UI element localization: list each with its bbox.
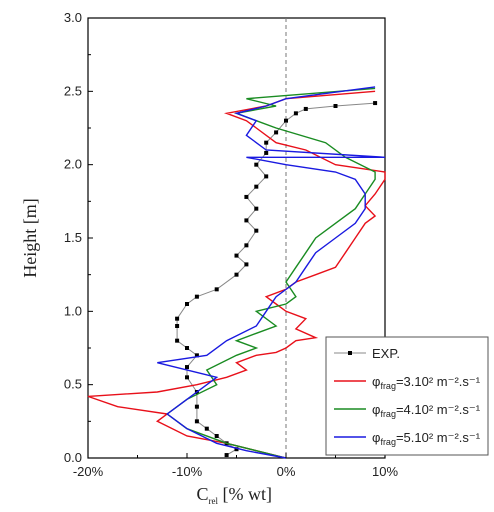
- axis-ticks: -20% -10% 0% 10% 0.0 0.5 1.0 1.5 2.0 2.5 3.0: [64, 10, 399, 479]
- exp-point: [264, 174, 269, 179]
- exp-point: [284, 118, 288, 123]
- exp-point: [194, 419, 199, 424]
- exp-point: [194, 294, 199, 299]
- exp-point: [264, 150, 269, 155]
- exp-point: [254, 206, 259, 211]
- y-tick-label: 1.5: [64, 230, 82, 245]
- exp-point: [293, 111, 298, 116]
- exp-point: [244, 243, 249, 248]
- y-tick-label: 1.0: [64, 303, 82, 318]
- exp-point: [175, 338, 180, 343]
- exp-point: [254, 184, 259, 189]
- exp-point: [214, 434, 219, 438]
- y-tick-label: 2.5: [64, 83, 82, 98]
- x-tick-label: -20%: [73, 464, 104, 479]
- x-axis-title-unit: [% wt]: [218, 484, 272, 504]
- x-tick-label: 10%: [372, 464, 398, 479]
- legend-box: [325, 336, 489, 456]
- y-tick-label: 0.0: [64, 450, 82, 465]
- series-group: [87, 86, 386, 459]
- y-axis-title: Height [m]: [20, 198, 40, 277]
- exp-point: [234, 447, 239, 452]
- exp-point: [175, 324, 180, 328]
- exp-point: [194, 404, 199, 409]
- exp-point: [185, 365, 189, 370]
- series-line-3: [157, 86, 386, 459]
- exp-point: [333, 104, 338, 108]
- legend-label-2: φfrag=4.10² m⁻².s⁻¹: [372, 402, 481, 419]
- exp-point: [214, 287, 219, 292]
- exp-point: [234, 253, 239, 258]
- exp-point: [244, 218, 249, 223]
- legend-label-0: EXP.: [372, 346, 400, 361]
- exp-point: [185, 346, 189, 350]
- exp-point: [254, 162, 259, 167]
- y-tick-label: 0.5: [64, 377, 82, 392]
- y-tick-label: 3.0: [64, 10, 82, 25]
- exp-point: [185, 302, 189, 306]
- y-tick-label: 2.0: [64, 157, 82, 172]
- series-line-2: [166, 87, 376, 459]
- exp-point: [244, 194, 249, 199]
- exp-point: [234, 272, 239, 277]
- legend-label-3: φfrag=5.10² m⁻².s⁻¹: [372, 430, 481, 447]
- exp-point: [185, 375, 189, 380]
- exp-point: [373, 101, 378, 106]
- exp-point: [303, 106, 308, 111]
- exp-point: [244, 262, 249, 267]
- x-axis-title-sub: rel: [209, 496, 219, 506]
- exp-point: [175, 316, 180, 321]
- x-tick-label: 0%: [277, 464, 296, 479]
- legend-label-1: φfrag=3.10² m⁻².s⁻¹: [372, 374, 481, 391]
- legend: EXP. φfrag=3.10² m⁻².s⁻¹ φfrag=4.10² m⁻².s…: [325, 336, 489, 456]
- x-tick-label: -10%: [172, 464, 203, 479]
- legend-marker: [348, 351, 352, 355]
- exp-point: [274, 130, 279, 135]
- exp-point: [204, 426, 209, 431]
- x-axis-title: Crel [% wt]: [197, 484, 273, 506]
- exp-point: [264, 140, 269, 145]
- exp-point: [194, 353, 199, 358]
- exp-point: [224, 453, 229, 458]
- exp-point: [254, 228, 259, 233]
- x-axis-title-main: C: [197, 484, 209, 504]
